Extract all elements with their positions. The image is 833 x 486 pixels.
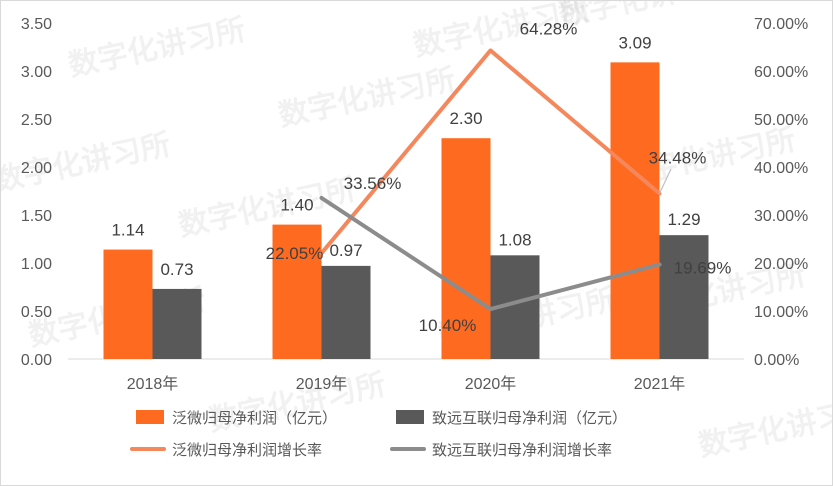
bar-data-label: 1.40 bbox=[280, 196, 313, 215]
bar bbox=[321, 265, 371, 359]
bars bbox=[103, 62, 709, 360]
y-right-tick-label: 50.00% bbox=[754, 112, 808, 129]
bar-data-label: 0.97 bbox=[329, 241, 362, 260]
y-right-tick-label: 60.00% bbox=[754, 64, 808, 81]
bar-data-label: 2.30 bbox=[449, 109, 482, 128]
y-right-tick-label: 30.00% bbox=[754, 208, 808, 225]
legend-swatch bbox=[136, 410, 164, 424]
bar-data-label: 1.29 bbox=[667, 210, 700, 229]
series-line bbox=[319, 48, 662, 256]
bar bbox=[272, 224, 322, 359]
y-left-tick-label: 3.00 bbox=[21, 64, 52, 81]
line-data-label: 22.05% bbox=[266, 244, 324, 263]
legend-label: 致远互联归母净利润（亿元） bbox=[432, 409, 627, 427]
y-right-tick-label: 0.00% bbox=[754, 352, 799, 369]
leader-line bbox=[658, 168, 672, 194]
line-data-label: 10.40% bbox=[419, 316, 477, 335]
x-tick-label: 2019年 bbox=[296, 375, 348, 393]
legend-label: 泛微归母净利润（亿元） bbox=[172, 409, 337, 427]
bar bbox=[152, 288, 202, 359]
legend-label: 致远互联归母净利润增长率 bbox=[432, 441, 612, 459]
axes: 0.00 0.50 1.00 1.50 2.00 2.50 3.00 3.50 0.00% 10.… bbox=[21, 16, 808, 393]
bar-data-label: 1.14 bbox=[111, 221, 144, 240]
y-right-tick-label: 70.00% bbox=[754, 16, 808, 33]
watermark-text: 数字化讲习所 bbox=[555, 1, 738, 34]
bar bbox=[441, 138, 491, 359]
watermark-text: 数字化讲习所 bbox=[175, 172, 358, 244]
bar-data-label: 3.09 bbox=[618, 33, 651, 52]
lines bbox=[319, 48, 672, 312]
watermark-text: 数字化讲习所 bbox=[65, 12, 248, 84]
y-left-tick-label: 1.00 bbox=[21, 256, 52, 273]
data-labels: 1.14 1.40 2.30 3.09 0.73 0.97 1.08 1.29 22.05% 64… bbox=[111, 19, 731, 335]
bar bbox=[610, 62, 660, 360]
x-tick-label: 2021年 bbox=[634, 375, 686, 393]
x-tick-label: 2020年 bbox=[465, 375, 517, 393]
line-data-label: 64.28% bbox=[520, 19, 578, 38]
bar-data-label: 1.08 bbox=[498, 230, 531, 249]
legend: 泛微归母净利润（亿元） 致远互联归母净利润（亿元） 泛微归母净利润增长率 致远互联归母… bbox=[130, 409, 627, 459]
line-data-label: 33.56% bbox=[344, 174, 402, 193]
y-left-tick-label: 2.50 bbox=[21, 112, 52, 129]
y-left-tick-label: 3.50 bbox=[21, 16, 52, 33]
line-data-label: 19.69% bbox=[674, 258, 732, 277]
y-left-tick-label: 0.50 bbox=[21, 304, 52, 321]
bar bbox=[103, 249, 153, 359]
y-left-tick-label: 2.00 bbox=[21, 160, 52, 177]
series-line bbox=[319, 195, 662, 312]
y-right-tick-label: 40.00% bbox=[754, 160, 808, 177]
x-tick-label: 2018年 bbox=[127, 375, 179, 393]
y-right-tick-label: 20.00% bbox=[754, 256, 808, 273]
bar bbox=[659, 235, 709, 359]
y-right-tick-label: 10.00% bbox=[754, 304, 808, 321]
line-data-label: 34.48% bbox=[649, 148, 707, 167]
bar-data-label: 0.73 bbox=[160, 260, 193, 279]
y-left-tick-label: 1.50 bbox=[21, 208, 52, 225]
legend-swatch bbox=[396, 410, 424, 424]
y-left-tick-label: 0.00 bbox=[21, 352, 52, 369]
legend-label: 泛微归母净利润增长率 bbox=[172, 441, 322, 459]
watermark-text: 数字化讲习所 bbox=[695, 392, 832, 464]
